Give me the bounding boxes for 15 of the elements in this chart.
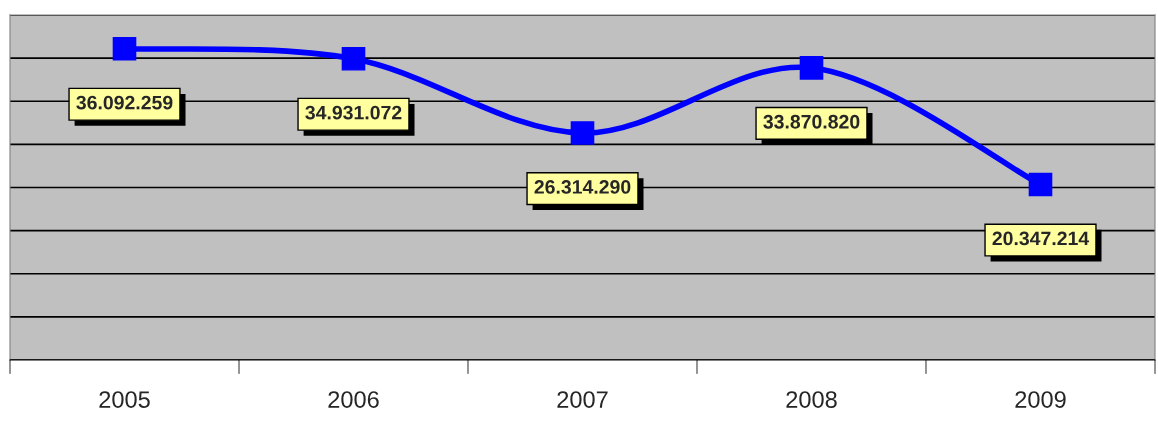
data-label: 26.314.290	[534, 180, 631, 194]
point	[341, 46, 366, 71]
point	[112, 36, 137, 61]
point	[570, 121, 595, 145]
x-tick-label: 2005	[99, 391, 150, 408]
x-tick-label: 2009	[1015, 391, 1066, 408]
x-tick-label: 2006	[328, 391, 379, 408]
data-label: 20.347.214	[992, 231, 1090, 246]
point	[1028, 172, 1053, 197]
x-tick-label: 2008	[786, 391, 837, 408]
data-label: 33.870.820	[763, 114, 860, 129]
point	[799, 56, 824, 80]
data-label: 36.092.259	[76, 95, 173, 110]
data-label: 34.931.072	[305, 105, 402, 120]
x-tick-label: 2007	[557, 391, 608, 408]
